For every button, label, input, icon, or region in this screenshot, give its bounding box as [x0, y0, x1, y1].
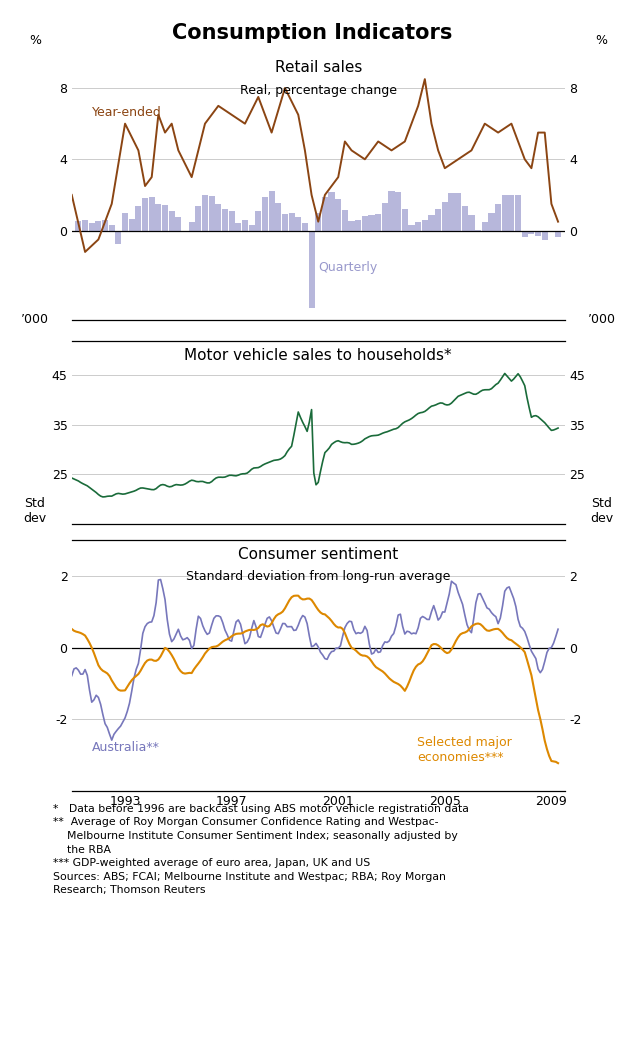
Bar — [149, 197, 155, 231]
Bar — [109, 225, 115, 231]
Text: Consumer sentiment: Consumer sentiment — [238, 547, 398, 563]
Bar — [462, 205, 468, 231]
Bar — [295, 217, 301, 231]
Bar — [535, 231, 541, 236]
Bar — [248, 225, 255, 231]
Bar — [228, 212, 235, 231]
Bar — [368, 215, 374, 231]
Bar — [115, 231, 122, 244]
Bar — [262, 197, 268, 231]
Bar — [455, 193, 461, 231]
Bar — [275, 203, 281, 231]
Text: Retail sales: Retail sales — [275, 61, 362, 75]
Text: %: % — [29, 34, 41, 47]
Bar — [168, 211, 175, 231]
Bar — [542, 231, 548, 240]
Bar — [202, 195, 208, 231]
Text: Std
dev: Std dev — [23, 497, 46, 525]
Bar — [322, 197, 328, 231]
Bar — [442, 202, 448, 231]
Bar — [89, 223, 95, 231]
Bar — [135, 205, 142, 231]
Text: ’000: ’000 — [21, 313, 49, 326]
Bar — [242, 220, 248, 231]
Bar — [182, 231, 188, 232]
Bar — [142, 198, 148, 231]
Bar — [342, 211, 348, 231]
Bar — [509, 195, 515, 231]
Text: Selected major
economies***: Selected major economies*** — [417, 736, 512, 764]
Text: Standard deviation from long-run average: Standard deviation from long-run average — [186, 570, 451, 583]
Bar — [302, 223, 308, 231]
Bar — [288, 213, 295, 231]
Bar — [555, 231, 561, 237]
Bar — [82, 220, 88, 231]
Bar — [502, 195, 508, 231]
Bar — [355, 220, 361, 231]
Bar — [188, 222, 195, 231]
Bar — [222, 210, 228, 231]
Text: Year-ended: Year-ended — [92, 106, 161, 118]
Bar — [208, 196, 215, 231]
Text: Australia**: Australia** — [92, 741, 159, 754]
Bar — [469, 215, 474, 231]
Text: Std
dev: Std dev — [590, 497, 613, 525]
Bar — [435, 209, 441, 231]
Text: *   Data before 1996 are backcast using ABS motor vehicle registration data
**  : * Data before 1996 are backcast using AB… — [53, 804, 469, 895]
Bar — [162, 204, 168, 231]
Bar — [95, 220, 102, 231]
Bar — [548, 231, 555, 232]
Bar — [449, 193, 454, 231]
Bar — [389, 192, 394, 231]
Bar — [522, 231, 528, 237]
Bar — [328, 192, 334, 231]
Bar — [529, 231, 535, 235]
Bar — [268, 191, 275, 231]
Text: Consumption Indicators: Consumption Indicators — [172, 23, 452, 43]
Bar — [362, 216, 368, 231]
Text: Quarterly: Quarterly — [318, 261, 378, 274]
Bar — [489, 214, 494, 231]
Bar — [382, 202, 388, 231]
Bar — [175, 217, 182, 231]
Bar — [409, 225, 414, 231]
Bar — [335, 199, 341, 231]
Bar — [155, 203, 162, 231]
Bar — [215, 204, 222, 231]
Bar — [482, 222, 488, 231]
Bar — [415, 221, 421, 231]
Bar — [495, 203, 501, 231]
Bar — [429, 215, 434, 231]
Bar — [76, 221, 82, 231]
Bar — [282, 214, 288, 231]
Bar — [422, 220, 428, 231]
Bar — [255, 211, 261, 231]
Bar — [308, 231, 314, 308]
Text: %: % — [596, 34, 608, 47]
Bar — [395, 193, 401, 231]
Bar — [315, 213, 321, 231]
Bar — [235, 223, 241, 231]
Bar — [515, 195, 521, 231]
Bar — [348, 221, 354, 231]
Bar — [375, 214, 381, 231]
Text: ’000: ’000 — [588, 313, 616, 326]
Bar — [122, 214, 128, 231]
Bar — [129, 219, 135, 231]
Text: Motor vehicle sales to households*: Motor vehicle sales to households* — [185, 348, 452, 363]
Bar — [102, 220, 108, 231]
Bar — [402, 210, 408, 231]
Bar — [195, 205, 202, 231]
Text: Real, percentage change: Real, percentage change — [240, 85, 397, 97]
